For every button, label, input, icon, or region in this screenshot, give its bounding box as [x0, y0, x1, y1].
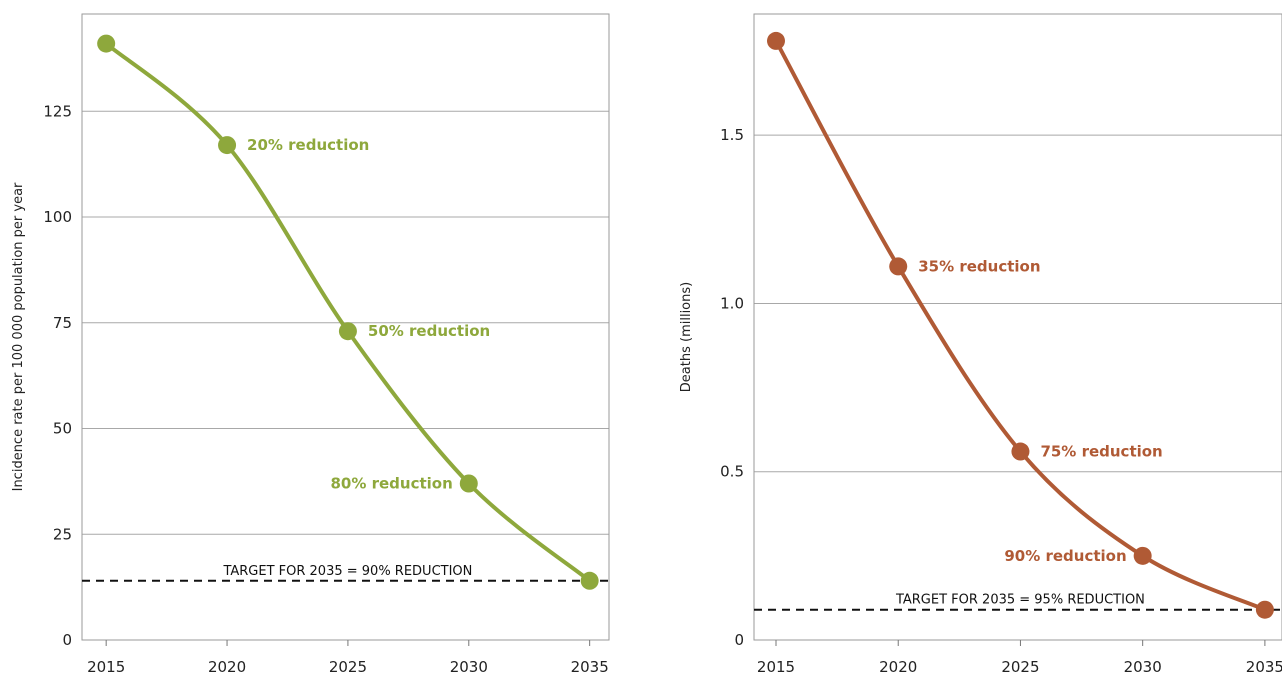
x-tick-label: 2030	[1124, 658, 1162, 676]
target-label: TARGET FOR 2035 = 90% REDUCTION	[222, 564, 472, 579]
plot-frame	[753, 13, 1282, 641]
y-tick-label: 1.5	[720, 126, 744, 144]
series-line	[104, 41, 592, 583]
y-axis-title: Deaths (millions)	[679, 282, 694, 392]
data-point	[97, 34, 116, 53]
y-tick-label: 75	[53, 314, 72, 332]
y-tick-label: 125	[43, 102, 72, 120]
reduction-annotation: 20% reduction	[247, 136, 369, 154]
data-point	[1133, 546, 1152, 565]
target-label: TARGET FOR 2035 = 95% REDUCTION	[895, 593, 1145, 608]
x-tick-label: 2015	[87, 658, 125, 676]
x-tick-label: 2030	[450, 658, 488, 676]
y-tick-label: 50	[53, 420, 72, 438]
data-point	[580, 571, 599, 590]
y-tick-label: 0.5	[720, 463, 744, 481]
data-point	[889, 257, 908, 276]
series-line	[774, 38, 1267, 612]
x-tick-label: 2020	[208, 658, 246, 676]
reduction-annotation: 50% reduction	[368, 322, 490, 340]
y-tick-label: 25	[53, 525, 72, 543]
x-tick-label: 2025	[329, 658, 367, 676]
y-tick-label: 100	[43, 208, 72, 226]
data-point	[459, 474, 478, 493]
x-tick-label: 2015	[757, 658, 795, 676]
y-axis-title: Incidence rate per 100 000 population pe…	[11, 182, 26, 491]
data-point	[338, 322, 357, 341]
y-tick-label: 0	[62, 631, 72, 649]
data-point	[1255, 600, 1274, 619]
data-point	[1011, 442, 1030, 461]
y-tick-label: 1.0	[720, 294, 744, 312]
x-tick-label: 2035	[571, 658, 609, 676]
plot-frame	[81, 13, 610, 641]
x-tick-label: 2020	[879, 658, 917, 676]
data-point	[767, 31, 785, 50]
data-point	[218, 136, 237, 155]
reduction-annotation: 75% reduction	[1040, 443, 1162, 461]
chart-2: 0 0.5 1.0 1.5 2015 2020 2025 2030 2035 Deaths (mi…	[679, 13, 1282, 676]
chart-1: 0 25 50 75 100 125 2015 2020 2025 2030 2035 Inciden…	[11, 13, 610, 676]
reduction-annotation: 80% reduction	[330, 475, 452, 493]
y-tick-label: 0	[734, 631, 744, 649]
reduction-annotation: 35% reduction	[918, 257, 1040, 275]
x-tick-label: 2035	[1246, 658, 1282, 676]
x-tick-label: 2025	[1001, 658, 1039, 676]
reduction-annotation: 90% reduction	[1004, 547, 1126, 565]
